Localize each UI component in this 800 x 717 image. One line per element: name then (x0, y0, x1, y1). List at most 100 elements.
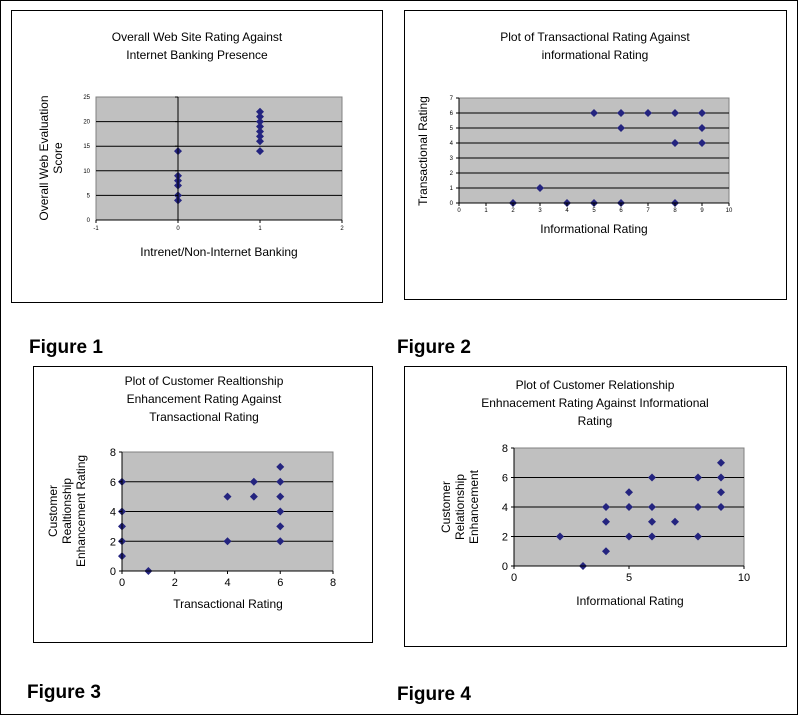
data-point (698, 124, 706, 132)
y-tick-label: 3 (450, 156, 454, 162)
data-point (256, 147, 264, 156)
data-point (276, 492, 285, 501)
x-axis-title: Intrenet/Non-Internet Banking (140, 245, 297, 259)
data-point (694, 532, 702, 541)
x-tick-label: 5 (626, 572, 632, 584)
y-tick-label: 15 (83, 144, 90, 150)
data-point (698, 109, 706, 117)
figure-2-chart: Plot of Transactional Rating Against info… (416, 30, 733, 236)
data-point (256, 137, 264, 146)
data-point (256, 112, 264, 121)
y-tick-label: 5 (87, 193, 91, 199)
figure-4-label: Figure 4 (397, 684, 471, 705)
x-tick-label: 8 (673, 208, 677, 214)
x-tick-label: 0 (457, 208, 461, 214)
data-point (717, 458, 725, 467)
y-axis-title-line: Enhancement (467, 469, 481, 544)
figure-3-panel: Plot of Customer Realtionship Enhancement… (33, 366, 373, 643)
data-point (648, 503, 656, 511)
x-tick-label: 2 (340, 226, 344, 232)
x-axis-title: Informational Rating (576, 594, 683, 608)
y-tick-label: 4 (502, 502, 508, 514)
y-tick-label: 10 (83, 169, 90, 175)
figure-3-label: Figure 3 (27, 682, 101, 703)
chart-title-line: Internet Banking Presence (126, 48, 268, 62)
data-point (644, 109, 652, 117)
figure-1-chart: Overall Web Site Rating Against Internet … (37, 30, 344, 259)
x-tick-label: 7 (646, 208, 650, 214)
x-tick-label: 2 (172, 577, 178, 589)
data-point (602, 517, 610, 526)
data-point (648, 532, 656, 541)
data-point (276, 507, 285, 516)
data-point (617, 109, 625, 117)
y-tick-label: 7 (450, 96, 454, 102)
y-axis-title-line: Transactional Rating (416, 96, 430, 206)
figure-1-label: Figure 1 (29, 337, 103, 358)
chart-title-line: informational Rating (542, 48, 649, 62)
figure-2-panel: Plot of Transactional Rating Against info… (404, 10, 787, 300)
y-tick-label: 5 (450, 126, 454, 132)
data-point (648, 517, 656, 526)
figure-1-panel: Overall Web Site Rating Against Internet … (11, 10, 383, 303)
data-point (698, 139, 706, 147)
data-point (256, 122, 264, 131)
data-point (671, 139, 679, 147)
y-tick-label: 8 (502, 443, 508, 455)
figure-2-label: Figure 2 (397, 337, 471, 358)
figure-4-chart: Plot of Customer Relationship Enhnacement… (439, 378, 750, 608)
data-point (223, 492, 232, 501)
y-axis-title-line: Customer (439, 481, 453, 533)
y-tick-label: 2 (110, 536, 116, 548)
y-tick-label: 0 (502, 561, 508, 573)
y-tick-label: 20 (83, 120, 90, 126)
data-point (276, 462, 285, 471)
data-point (717, 503, 725, 511)
chart-title-line: Rating (578, 414, 613, 428)
y-tick-label: 0 (450, 201, 454, 207)
y-axis-title-line: Overall Web Evaluation (37, 95, 51, 220)
data-point (648, 473, 656, 482)
x-tick-label: 4 (224, 577, 230, 589)
x-tick-label: 0 (511, 572, 517, 584)
x-tick-label: 6 (619, 208, 623, 214)
x-tick-label: 0 (176, 226, 180, 232)
data-point (590, 109, 598, 117)
data-point (671, 109, 679, 117)
data-point (256, 117, 264, 126)
x-tick-label: -1 (93, 226, 99, 232)
x-tick-label: 10 (726, 208, 733, 214)
data-point (602, 547, 610, 556)
y-tick-label: 6 (450, 111, 454, 117)
data-point (249, 492, 258, 501)
data-point (556, 532, 564, 541)
chart-title-line: Enhancement Rating Against (127, 392, 282, 406)
y-axis-title-line: Realtionship (60, 478, 74, 544)
plot-area (95, 96, 343, 221)
x-tick-label: 10 (738, 572, 750, 584)
x-tick-label: 5 (592, 208, 596, 214)
chart-title-line: Transactional Rating (149, 410, 259, 424)
data-point (256, 132, 264, 141)
data-point (276, 537, 285, 546)
data-point (717, 488, 725, 497)
y-tick-label: 2 (502, 532, 508, 544)
y-tick-label: 0 (87, 218, 91, 224)
y-tick-label: 0 (110, 566, 116, 578)
x-tick-label: 2 (511, 208, 515, 214)
x-tick-label: 6 (277, 577, 283, 589)
data-point (694, 503, 702, 511)
data-point (625, 532, 633, 541)
y-axis-title-line: Score (51, 142, 65, 174)
data-point (671, 517, 679, 526)
x-axis-title: Informational Rating (540, 222, 647, 236)
x-tick-label: 0 (119, 577, 125, 589)
y-axis-title-line: Customer (46, 485, 60, 537)
y-tick-label: 6 (110, 477, 116, 489)
data-point (625, 488, 633, 497)
y-tick-label: 6 (502, 473, 508, 485)
y-axis-title-line: Relationship (453, 474, 467, 540)
data-point (617, 124, 625, 132)
data-point (602, 503, 610, 511)
